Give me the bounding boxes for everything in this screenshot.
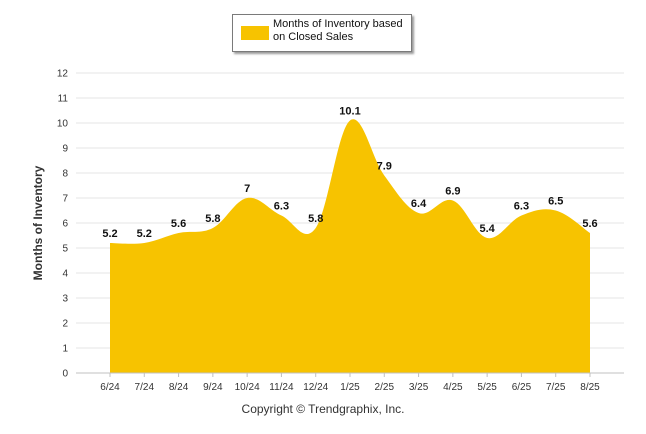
- data-label: 7: [244, 183, 250, 195]
- copyright-text: Copyright © Trendgraphix, Inc.: [241, 402, 405, 416]
- x-tick-label: 10/24: [235, 382, 260, 393]
- data-label: 5.4: [479, 223, 495, 235]
- x-tick-label: 9/24: [203, 382, 223, 393]
- data-label: 6.9: [445, 186, 460, 198]
- data-label: 6.5: [548, 196, 563, 208]
- y-axis-label: Months of Inventory: [31, 165, 45, 280]
- legend: Months of Inventory based on Closed Sale…: [232, 14, 412, 52]
- data-label: 5.8: [308, 213, 323, 225]
- y-tick-label: 5: [62, 244, 68, 255]
- x-tick-label: 8/24: [169, 382, 189, 393]
- x-tick-label: 7/25: [546, 382, 566, 393]
- data-labels: 5.2 5.2 5.6 5.8 7 6.3 5.8 10.1 7.9 6.4 6.9 5.4 6.3 6.…: [102, 106, 597, 241]
- x-tick-label: 6/24: [100, 382, 120, 393]
- data-label: 6.4: [411, 198, 427, 210]
- y-tick-label: 9: [62, 144, 68, 155]
- data-label: 5.6: [171, 218, 186, 230]
- y-tick-label: 3: [62, 294, 68, 305]
- y-tick-label: 8: [62, 169, 68, 180]
- y-tick-label: 4: [62, 269, 68, 280]
- data-label: 7.9: [377, 161, 392, 173]
- legend-label: Months of Inventory based on Closed Sale…: [273, 18, 403, 43]
- area-series: [110, 119, 590, 374]
- x-tick-label: 6/25: [512, 382, 532, 393]
- y-tick-label: 7: [62, 194, 68, 205]
- y-tick-label: 2: [62, 319, 68, 330]
- x-tick-label: 1/25: [340, 382, 360, 393]
- data-label: 6.3: [274, 201, 289, 213]
- x-tick-label: 3/25: [409, 382, 429, 393]
- y-tick-label: 0: [62, 369, 68, 380]
- data-label: 6.3: [514, 201, 529, 213]
- x-tick-label: 5/25: [477, 382, 497, 393]
- data-label: 5.6: [582, 218, 597, 230]
- x-tick-label: 4/25: [443, 382, 463, 393]
- x-tick-label: 2/25: [375, 382, 395, 393]
- x-tick-label: 8/25: [580, 382, 600, 393]
- data-label: 5.2: [102, 228, 117, 240]
- x-tick-label: 11/24: [269, 382, 294, 393]
- y-tick-label: 10: [57, 119, 69, 130]
- data-label: 10.1: [339, 106, 360, 118]
- y-tick-label: 12: [57, 69, 69, 80]
- x-tick-label: 12/24: [303, 382, 328, 393]
- data-label: 5.2: [137, 228, 152, 240]
- legend-swatch: [241, 26, 269, 40]
- x-tick-label: 7/24: [135, 382, 155, 393]
- x-axis: 6/24 7/24 8/24 9/24 10/24 11/24 12/24 1/25 2/25 3…: [76, 372, 624, 393]
- y-tick-label: 11: [58, 94, 69, 105]
- data-label: 5.8: [205, 213, 220, 225]
- y-tick-label: 6: [62, 219, 68, 230]
- y-tick-label: 1: [62, 344, 68, 355]
